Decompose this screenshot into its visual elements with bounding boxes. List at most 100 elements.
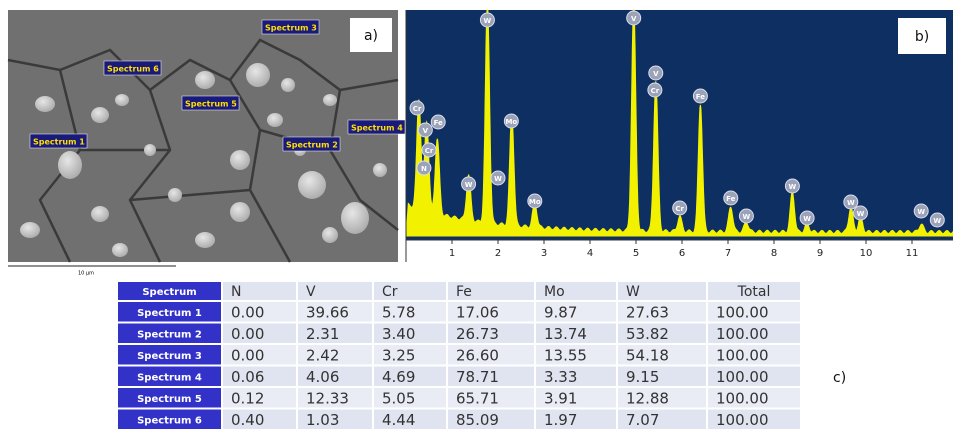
table-value: 65.71 [456,389,499,407]
composition-table: Spectrum N V Cr Fe Mo W Total Spectrum 1 0.00 39.6… [118,282,800,429]
grain [341,202,369,234]
peak-label: Fe [434,119,443,127]
table-value: 0.40 [231,411,264,429]
peak-label: W [857,210,865,218]
grain [230,202,250,222]
x-tick-label: 11 [906,248,919,259]
eds-spectrum: b) 12345678910111CrVCrNFeWWWMoMoVVCrFeCr… [406,10,953,262]
peak-label: V [423,127,429,135]
grain [58,151,82,179]
grain [195,232,215,248]
grain [323,94,337,106]
grain [20,222,40,238]
peak-label: Cr [425,147,434,155]
x-tick-label: 10 [860,248,873,259]
column-header: Mo [544,284,565,300]
table-value: 12.88 [626,389,669,407]
grain [246,63,270,87]
peak-label: V [653,70,659,78]
panel-label: c) [833,370,846,386]
peak-label: W [847,199,855,207]
grain [91,107,109,123]
table-value: 7.07 [626,411,659,429]
table-value: 0.00 [231,325,264,343]
row-header: Spectrum 1 [137,308,202,319]
grain [298,171,326,199]
table-value: 17.06 [456,303,499,321]
table-value: 4.69 [382,368,415,386]
peak-label: W [933,217,941,225]
row-header: Spectrum 4 [137,372,202,383]
panel-label: a) [364,28,378,44]
table-value: 0.00 [231,303,264,321]
column-header: Total [737,284,771,300]
grain [144,144,156,156]
peak-label: W [803,215,811,223]
table-value: 26.60 [456,346,499,364]
table-value: 3.33 [544,368,577,386]
spectrum-label: Spectrum 3 [265,24,317,33]
column-header: Fe [456,284,472,300]
panel-label: b) [915,29,929,45]
peak-label: W [465,181,473,189]
peak-label: N [421,165,427,173]
grain [91,206,109,222]
table-value: 5.05 [382,389,415,407]
peak-label: Cr [413,105,422,113]
scale-label: 10 µm [78,271,94,277]
peak-label: Cr [651,87,660,95]
row-header: Spectrum 5 [137,394,202,405]
x-tick-label: 3 [541,248,547,259]
table-value: 26.73 [456,325,499,343]
x-tick-label: 9 [817,248,823,259]
table-value: 3.91 [544,389,577,407]
grain [168,188,182,202]
column-header: Cr [382,284,398,300]
spectrum-label: Spectrum 5 [185,100,237,109]
grain [112,243,128,257]
table-value: 27.63 [626,303,669,321]
peak-label: W [494,175,502,183]
table-value: 100.00 [716,303,769,321]
table-value: 13.55 [544,346,587,364]
peak-label: Cr [675,205,684,213]
peak-label: V [631,15,637,23]
table-value: 9.15 [626,368,659,386]
x-tick-label: 7 [725,248,731,259]
column-header: Spectrum [142,287,196,298]
peak-label: Mo [505,118,517,126]
table-value: 4.06 [306,368,339,386]
table-value: 2.42 [306,346,339,364]
table-value: 53.82 [626,325,669,343]
x-tick-label: 4 [587,248,593,259]
table-value: 0.12 [231,389,264,407]
table-value: 1.97 [544,411,577,429]
peak-label: W [484,17,492,25]
peak-label: Mo [529,198,541,206]
table-value: 13.74 [544,325,587,343]
x-tick-label: 6 [679,248,685,259]
row-header: Spectrum 2 [137,329,202,340]
row-header: Spectrum 6 [137,415,202,426]
table-value: 39.66 [306,303,349,321]
table-value: 0.06 [231,368,264,386]
table-value: 100.00 [716,325,769,343]
grain [267,113,283,127]
column-header: V [306,284,316,300]
peak-label: Fe [696,93,705,101]
grain [35,96,55,112]
figure: a) 10 µm Spectrum 3Spectrum 6Spectrum 5S… [0,0,953,429]
table-value: 2.31 [306,325,339,343]
table-value: 1.03 [306,411,339,429]
peak-label: W [743,213,751,221]
table-value: 4.44 [382,411,415,429]
table-value: 9.87 [544,303,577,321]
x-tick-label: 2 [495,248,501,259]
table-value: 100.00 [716,346,769,364]
table-value: 78.71 [456,368,499,386]
peak-label: Fe [726,195,735,203]
table-value: 100.00 [716,411,769,429]
grain [115,94,129,106]
column-header: W [626,284,640,300]
column-header: N [231,284,241,300]
